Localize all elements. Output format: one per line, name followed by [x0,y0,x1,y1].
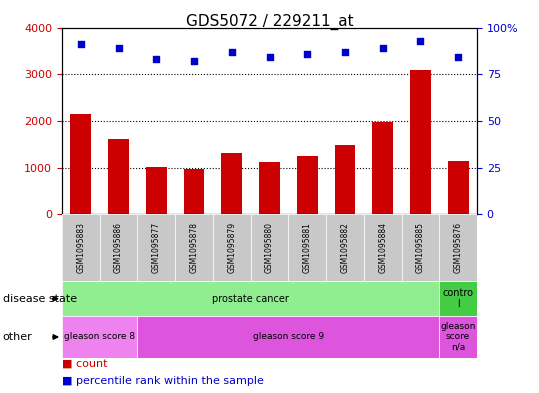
Bar [71,114,91,214]
Bar [410,70,431,214]
Point [227,49,236,55]
Text: GSM1095881: GSM1095881 [303,222,312,273]
Bar [146,167,167,214]
Bar [372,122,393,214]
Text: gleason score 9: gleason score 9 [253,332,324,342]
Text: gleason
score
n/a: gleason score n/a [440,322,476,352]
Bar [364,214,402,281]
Bar [297,156,317,214]
Bar [108,139,129,214]
Text: GSM1095877: GSM1095877 [152,222,161,273]
Bar [259,162,280,214]
Text: disease state: disease state [3,294,77,304]
Text: prostate cancer: prostate cancer [212,294,289,304]
Text: other: other [3,332,32,342]
Point [303,50,312,57]
Text: GSM1095880: GSM1095880 [265,222,274,273]
Bar [402,214,439,281]
Bar [439,281,477,316]
Bar [222,153,242,214]
Text: gleason score 8: gleason score 8 [64,332,135,342]
Bar [439,316,477,358]
Bar [251,214,288,281]
Text: GSM1095876: GSM1095876 [454,222,462,273]
Bar [213,214,251,281]
Text: GSM1095879: GSM1095879 [227,222,236,273]
Bar [62,316,137,358]
Point [341,49,349,55]
Text: GSM1095884: GSM1095884 [378,222,387,273]
Text: GSM1095878: GSM1095878 [190,222,198,273]
Bar [137,316,439,358]
Bar [326,214,364,281]
Bar [175,214,213,281]
Text: ■ percentile rank within the sample: ■ percentile rank within the sample [62,376,264,386]
Point [77,41,85,48]
Point [378,45,387,51]
Bar [137,214,175,281]
Text: ■ count: ■ count [62,358,107,369]
Bar [62,214,100,281]
Bar [288,214,326,281]
Point [454,54,462,61]
Point [265,54,274,61]
Bar [448,160,468,214]
Point [416,37,425,44]
Bar [335,145,355,214]
Point [190,58,198,64]
Text: GSM1095882: GSM1095882 [341,222,349,273]
Text: contro
l: contro l [443,288,474,309]
Point [114,45,123,51]
Text: GSM1095885: GSM1095885 [416,222,425,273]
Text: GSM1095883: GSM1095883 [77,222,85,273]
Text: GDS5072 / 229211_at: GDS5072 / 229211_at [186,14,353,30]
Bar [439,214,477,281]
Point [152,56,161,62]
Bar [100,214,137,281]
Text: GSM1095886: GSM1095886 [114,222,123,273]
Bar [184,169,204,214]
